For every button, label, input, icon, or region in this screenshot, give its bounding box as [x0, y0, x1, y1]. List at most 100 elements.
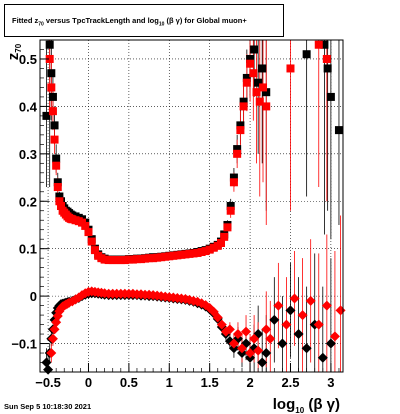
- data-point-diamond: [297, 310, 308, 321]
- data-point-square: [137, 255, 145, 264]
- data-point-square: [55, 192, 64, 201]
- data-point-diamond: [265, 333, 276, 344]
- data-point-square: [229, 173, 238, 182]
- y-tick-label: 0.2: [19, 194, 37, 209]
- data-point-diamond: [321, 300, 332, 311]
- data-point-diamond: [46, 348, 57, 359]
- y-tick-label: 0.4: [19, 99, 38, 114]
- y-tick-label: 0.1: [19, 242, 37, 257]
- data-point-square: [239, 97, 248, 106]
- data-point-square: [249, 69, 258, 78]
- data-point-square: [246, 54, 255, 63]
- data-point-square: [201, 247, 210, 256]
- x-axis-label-main: log: [273, 396, 296, 413]
- data-point-diamond: [293, 329, 304, 340]
- data-point-diamond: [237, 343, 247, 354]
- data-point-square: [165, 252, 174, 261]
- data-point-square: [326, 92, 335, 101]
- chart-title-mid: versus TpcTrackLength and log: [43, 16, 159, 25]
- data-point-square: [236, 126, 245, 135]
- axis-ticks: −0.5 0 0.5 1 1.5 2 2.5 3 −0.1 0 0.1 0.2 0.3 0.4 0.5: [11, 39, 340, 390]
- data-point-square: [226, 202, 235, 210]
- data-point-diamond: [325, 338, 336, 349]
- data-point-square: [90, 246, 99, 255]
- data-point-square: [242, 73, 251, 82]
- data-point-square: [116, 256, 125, 265]
- data-point-square: [145, 254, 154, 263]
- data-point-diamond: [313, 319, 324, 330]
- y-axis-label: z70: [5, 43, 23, 60]
- x-tick-label: 0: [85, 375, 92, 390]
- data-point-square: [254, 78, 263, 87]
- data-point-diamond: [289, 293, 300, 304]
- data-point-square: [255, 97, 264, 106]
- data-point-square: [226, 206, 235, 215]
- data-point-diamond: [253, 345, 264, 356]
- data-point-square: [108, 256, 117, 265]
- data-point-square: [112, 256, 121, 265]
- y-tick-label: 0: [30, 289, 37, 304]
- error-bars: [46, 40, 341, 372]
- data-point-square: [52, 154, 61, 163]
- y-axis-label-main: z: [5, 53, 22, 61]
- data-point-diamond: [261, 348, 272, 359]
- data-point-square: [48, 92, 57, 101]
- data-point-square: [53, 178, 62, 187]
- data-point-square: [42, 111, 51, 120]
- data-point-square: [320, 40, 329, 49]
- data-point-diamond: [49, 324, 60, 335]
- data-point-square: [84, 228, 93, 237]
- data-point-square: [53, 183, 62, 192]
- data-point-square: [197, 248, 206, 257]
- data-point-square: [50, 135, 59, 144]
- x-tick-label: 1: [166, 375, 173, 390]
- data-point-square: [169, 251, 178, 260]
- data-markers: [41, 40, 346, 375]
- data-point-diamond: [249, 333, 260, 344]
- y-tick-label: 0.5: [19, 52, 37, 67]
- x-axis-label-post: (β γ): [304, 396, 340, 413]
- data-point-diamond: [277, 338, 288, 349]
- chart-title-pre: Fitted z: [12, 16, 39, 25]
- data-point-diamond: [212, 312, 223, 323]
- data-point-square: [45, 54, 54, 63]
- data-point-square: [47, 69, 56, 78]
- data-point-diamond: [224, 324, 235, 335]
- data-point-square: [220, 232, 229, 241]
- data-point-square: [120, 256, 129, 265]
- data-point-diamond: [241, 326, 252, 337]
- data-point-square: [157, 253, 166, 262]
- data-point-square: [216, 238, 225, 247]
- data-point-square: [181, 250, 190, 259]
- data-point-square: [48, 107, 57, 116]
- data-point-square: [239, 102, 248, 111]
- plot-frame: [39, 39, 344, 373]
- data-point-diamond: [257, 357, 268, 368]
- x-tick-label: 0.5: [120, 375, 138, 390]
- data-point-square: [55, 197, 64, 206]
- data-point-square: [262, 88, 271, 97]
- data-point-square: [323, 64, 332, 73]
- data-point-diamond: [245, 348, 256, 359]
- data-point-square: [259, 83, 268, 92]
- grid-lines: [40, 40, 343, 372]
- data-point-square: [334, 126, 343, 135]
- data-point-square: [193, 248, 202, 257]
- x-tick-label: 3: [327, 375, 334, 390]
- data-point-square: [233, 149, 242, 158]
- data-point-square: [100, 255, 109, 264]
- data-point-square: [141, 254, 150, 263]
- data-point-square: [236, 121, 245, 130]
- chart-title-sub-1: 70: [38, 21, 44, 28]
- data-point-square: [242, 78, 251, 87]
- data-point-square: [124, 255, 133, 264]
- data-point-square: [322, 54, 331, 63]
- timestamp: Sun Sep 5 10:18:30 2021: [4, 402, 92, 411]
- data-point-square: [81, 221, 90, 230]
- data-point-square: [185, 249, 194, 258]
- data-point-diamond: [216, 319, 227, 330]
- data-point-square: [104, 256, 113, 265]
- data-point-diamond: [285, 305, 296, 316]
- chart-title-sub-2: 10: [158, 21, 165, 28]
